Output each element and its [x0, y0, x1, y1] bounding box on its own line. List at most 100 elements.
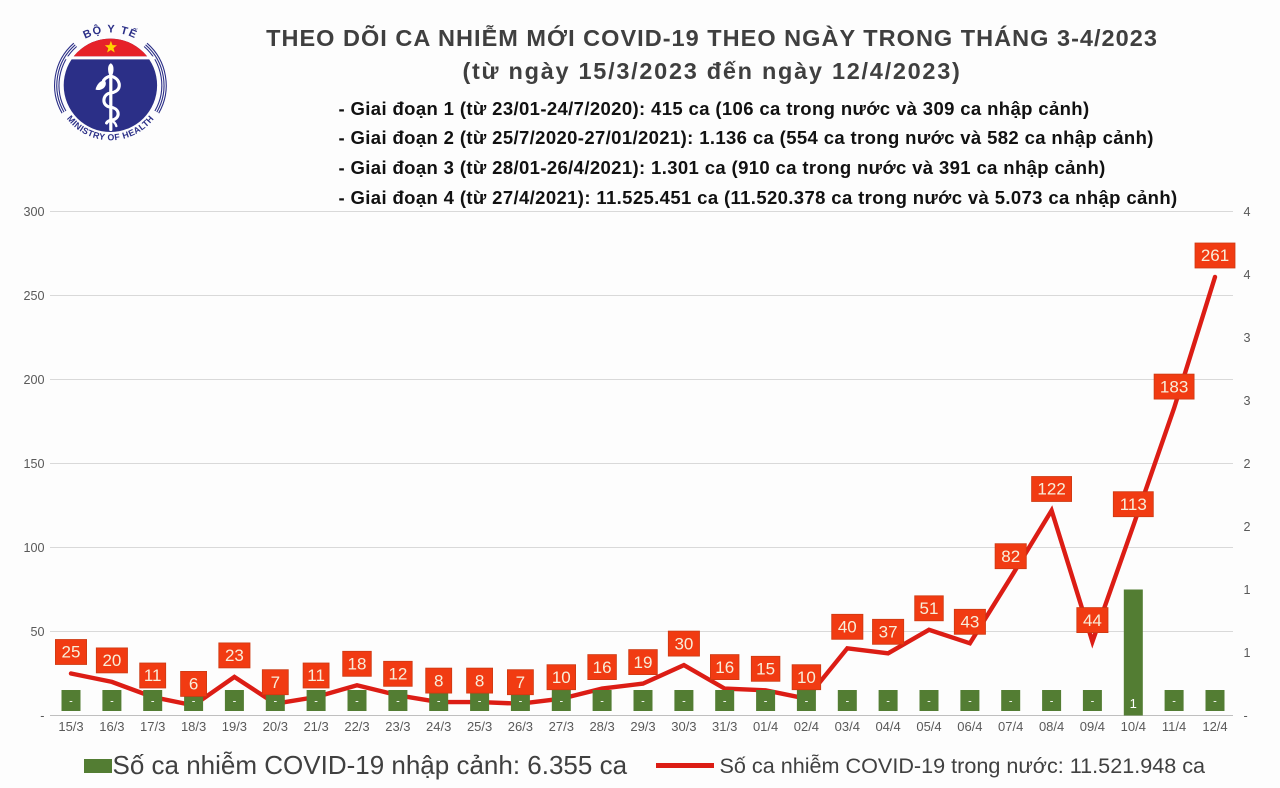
svg-text:01/4: 01/4 [753, 719, 778, 734]
svg-text:15: 15 [756, 660, 775, 679]
svg-text:09/4: 09/4 [1080, 719, 1105, 734]
svg-text:50: 50 [30, 625, 44, 639]
svg-text:-: - [478, 696, 482, 708]
svg-text:250: 250 [23, 289, 44, 303]
svg-text:04/4: 04/4 [875, 719, 900, 734]
svg-text:-: - [519, 696, 523, 708]
svg-text:10: 10 [552, 668, 571, 687]
svg-text:21/3: 21/3 [303, 719, 328, 734]
svg-text:-: - [110, 696, 114, 708]
svg-text:-: - [355, 696, 359, 708]
svg-text:06/4: 06/4 [957, 719, 982, 734]
svg-text:31/3: 31/3 [712, 719, 737, 734]
svg-text:15/3: 15/3 [58, 719, 83, 734]
svg-text:18: 18 [348, 655, 367, 674]
svg-text:10/4: 10/4 [1121, 719, 1146, 734]
svg-text:82: 82 [1001, 547, 1020, 566]
svg-text:-: - [1213, 696, 1217, 708]
svg-text:12/4: 12/4 [1202, 719, 1227, 734]
svg-text:18/3: 18/3 [181, 719, 206, 734]
svg-text:-: - [233, 696, 237, 708]
svg-text:25: 25 [62, 643, 81, 662]
svg-text:1: 1 [1130, 696, 1137, 711]
svg-text:11: 11 [307, 666, 325, 685]
svg-text:7: 7 [271, 673, 280, 692]
svg-text:51: 51 [920, 599, 939, 618]
svg-text:-: - [1009, 696, 1013, 708]
svg-text:3: 3 [1244, 331, 1251, 345]
svg-text:43: 43 [960, 613, 979, 632]
svg-text:16/3: 16/3 [99, 719, 124, 734]
svg-text:28/3: 28/3 [589, 719, 614, 734]
svg-text:-: - [886, 696, 890, 708]
svg-text:3: 3 [1244, 394, 1251, 408]
svg-text:8: 8 [475, 671, 484, 690]
svg-text:4: 4 [1244, 268, 1251, 282]
svg-text:-: - [559, 696, 563, 708]
svg-text:261: 261 [1201, 246, 1229, 265]
svg-text:40: 40 [838, 618, 857, 637]
svg-text:300: 300 [23, 205, 44, 219]
svg-text:100: 100 [23, 541, 44, 555]
svg-text:-: - [314, 696, 318, 708]
svg-text:-: - [968, 696, 972, 708]
svg-text:-: - [600, 696, 604, 708]
svg-text:20/3: 20/3 [263, 719, 288, 734]
svg-text:19: 19 [634, 653, 653, 672]
svg-text:16: 16 [715, 658, 734, 677]
svg-text:8: 8 [434, 671, 443, 690]
svg-text:2: 2 [1244, 457, 1251, 471]
svg-text:-: - [927, 696, 931, 708]
svg-text:-: - [845, 696, 849, 708]
svg-text:30: 30 [674, 634, 693, 653]
svg-text:-: - [805, 696, 809, 708]
svg-text:200: 200 [23, 373, 44, 387]
svg-text:37: 37 [879, 623, 898, 642]
svg-text:44: 44 [1083, 611, 1102, 630]
svg-text:16: 16 [593, 658, 612, 677]
svg-text:-: - [1244, 709, 1248, 723]
svg-text:-: - [192, 696, 196, 708]
svg-text:23: 23 [225, 646, 244, 665]
svg-text:1: 1 [1244, 646, 1251, 660]
svg-text:BỘ Y TẾ: BỘ Y TẾ [81, 23, 139, 42]
svg-text:23/3: 23/3 [385, 719, 410, 734]
svg-text:07/4: 07/4 [998, 719, 1023, 734]
svg-text:122: 122 [1037, 480, 1065, 499]
svg-text:26/3: 26/3 [508, 719, 533, 734]
svg-text:02/4: 02/4 [794, 719, 819, 734]
svg-text:17/3: 17/3 [140, 719, 165, 734]
svg-text:-: - [151, 696, 155, 708]
svg-text:25/3: 25/3 [467, 719, 492, 734]
svg-text:1: 1 [1244, 583, 1251, 597]
svg-text:4: 4 [1244, 205, 1251, 219]
svg-text:-: - [396, 696, 400, 708]
svg-text:-: - [273, 696, 277, 708]
svg-text:-: - [1050, 696, 1054, 708]
svg-text:-: - [40, 709, 44, 723]
svg-text:27/3: 27/3 [549, 719, 574, 734]
svg-text:2: 2 [1244, 520, 1251, 534]
svg-text:10: 10 [797, 668, 816, 687]
svg-text:12: 12 [388, 665, 407, 684]
svg-text:-: - [723, 696, 727, 708]
svg-text:-: - [1091, 696, 1095, 708]
svg-text:150: 150 [23, 457, 44, 471]
svg-text:11/4: 11/4 [1162, 719, 1186, 734]
svg-text:24/3: 24/3 [426, 719, 451, 734]
svg-text:-: - [69, 696, 73, 708]
svg-text:11: 11 [144, 666, 162, 685]
svg-text:183: 183 [1160, 377, 1188, 396]
svg-text:-: - [764, 696, 768, 708]
svg-text:20: 20 [102, 651, 121, 670]
svg-text:05/4: 05/4 [916, 719, 941, 734]
svg-text:-: - [1172, 696, 1176, 708]
svg-text:7: 7 [516, 673, 525, 692]
svg-text:08/4: 08/4 [1039, 719, 1064, 734]
svg-text:29/3: 29/3 [630, 719, 655, 734]
svg-text:-: - [682, 696, 686, 708]
svg-text:6: 6 [189, 675, 198, 694]
svg-text:30/3: 30/3 [671, 719, 696, 734]
svg-text:22/3: 22/3 [344, 719, 369, 734]
svg-text:-: - [437, 696, 441, 708]
